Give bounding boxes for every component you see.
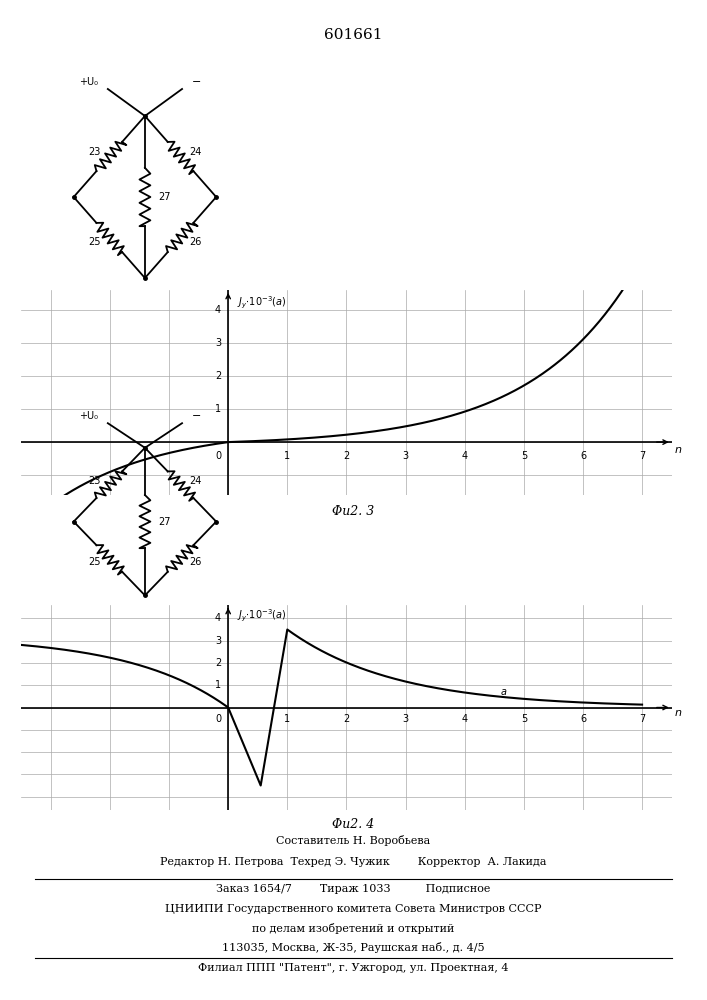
- Text: 23: 23: [88, 476, 100, 486]
- Text: 23: 23: [88, 147, 100, 157]
- Text: 2: 2: [344, 451, 349, 461]
- Text: n: n: [674, 445, 682, 455]
- Text: 1: 1: [215, 404, 221, 414]
- Text: $J_y{\cdot}10^{-3}(a)$: $J_y{\cdot}10^{-3}(a)$: [237, 608, 286, 624]
- Text: 3: 3: [215, 338, 221, 348]
- Text: −: −: [192, 411, 201, 421]
- Text: $J_y{\cdot}10^{-3}(a)$: $J_y{\cdot}10^{-3}(a)$: [237, 295, 286, 311]
- Text: Редактор Н. Петрова  Техред Э. Чужик        Корректор  А. Лакида: Редактор Н. Петрова Техред Э. Чужик Корр…: [160, 857, 547, 867]
- Text: 7: 7: [639, 714, 645, 724]
- Text: 27: 27: [158, 517, 170, 527]
- Text: 24: 24: [189, 476, 201, 486]
- Text: 7: 7: [639, 451, 645, 461]
- Text: Составитель Н. Воробьева: Составитель Н. Воробьева: [276, 835, 431, 846]
- Text: 24: 24: [189, 147, 201, 157]
- Text: Заказ 1654/7        Тираж 1033          Подписное: Заказ 1654/7 Тираж 1033 Подписное: [216, 884, 491, 894]
- Text: 25: 25: [88, 557, 100, 567]
- Text: 2: 2: [344, 714, 349, 724]
- Text: 26: 26: [189, 237, 201, 247]
- Text: 113035, Москва, Ж-35, Раушская наб., д. 4/5: 113035, Москва, Ж-35, Раушская наб., д. …: [222, 942, 485, 953]
- Text: 5: 5: [520, 714, 527, 724]
- Text: по делам изобретений и открытий: по делам изобретений и открытий: [252, 923, 455, 934]
- Text: +U₀: +U₀: [79, 77, 98, 87]
- Text: 1: 1: [284, 714, 291, 724]
- Text: 6: 6: [580, 714, 586, 724]
- Text: 4: 4: [215, 613, 221, 623]
- Text: Филиал ППП "Патент", г. Ужгород, ул. Проектная, 4: Филиал ППП "Патент", г. Ужгород, ул. Про…: [198, 963, 509, 973]
- Text: ЦНИИПИ Государственного комитета Совета Министров СССР: ЦНИИПИ Государственного комитета Совета …: [165, 904, 542, 914]
- Text: 4: 4: [462, 714, 468, 724]
- Text: 3: 3: [402, 714, 409, 724]
- Text: 0: 0: [215, 451, 221, 461]
- Text: 4: 4: [462, 451, 468, 461]
- Text: 6: 6: [580, 451, 586, 461]
- Text: 3: 3: [402, 451, 409, 461]
- Text: 4: 4: [215, 305, 221, 315]
- Text: 0: 0: [215, 714, 221, 724]
- Text: 3: 3: [215, 636, 221, 646]
- Text: 1: 1: [215, 680, 221, 690]
- Text: 26: 26: [189, 557, 201, 567]
- Text: 1: 1: [284, 451, 291, 461]
- Text: 27: 27: [158, 192, 170, 202]
- Text: Φu2. 3: Φu2. 3: [332, 505, 375, 518]
- Text: Φu2. 4: Φu2. 4: [332, 818, 375, 831]
- Text: −: −: [192, 77, 201, 87]
- Text: 601661: 601661: [325, 28, 382, 42]
- Text: a: a: [500, 687, 506, 697]
- Text: +U₀: +U₀: [79, 411, 98, 421]
- Text: 25: 25: [88, 237, 100, 247]
- Text: 2: 2: [215, 371, 221, 381]
- Text: 5: 5: [520, 451, 527, 461]
- Text: 2: 2: [215, 658, 221, 668]
- Text: n: n: [674, 708, 682, 718]
